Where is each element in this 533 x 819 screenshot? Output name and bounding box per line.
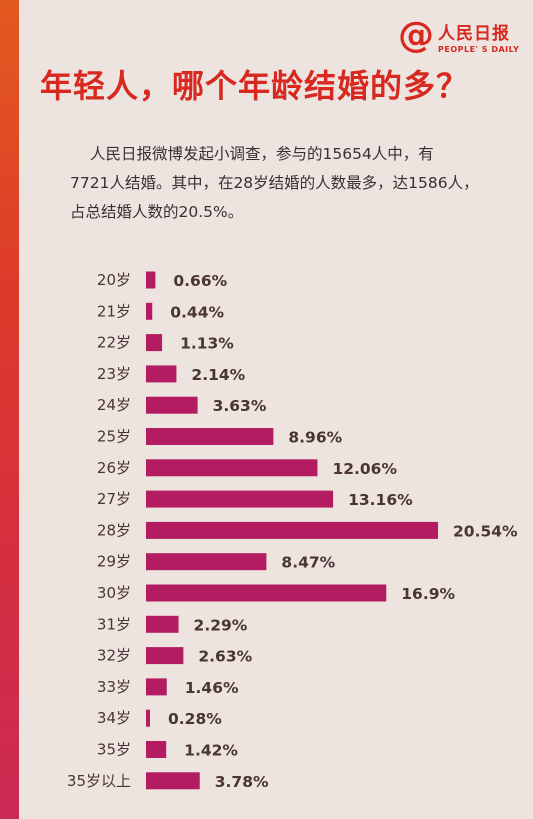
people-daily-logo: @ 人民日报 PEOPLE' S DAILY	[398, 16, 520, 60]
bar	[146, 553, 267, 571]
bar	[146, 772, 200, 790]
category-label: 20岁	[97, 271, 131, 289]
bar	[146, 678, 167, 696]
category-label: 29岁	[97, 553, 131, 571]
category-label: 28岁	[97, 521, 131, 539]
value-label: 1.42%	[184, 742, 238, 760]
bar	[146, 741, 167, 758]
value-label: 2.14%	[191, 366, 245, 384]
value-label: 0.28%	[168, 710, 222, 728]
value-label: 16.9%	[401, 585, 455, 603]
left-accent-stripe	[0, 0, 19, 819]
logo-subtitle: PEOPLE' S DAILY	[438, 45, 520, 54]
category-label: 22岁	[97, 334, 131, 352]
bar	[146, 365, 177, 383]
value-label: 8.47%	[281, 554, 335, 572]
category-label: 25岁	[97, 428, 131, 446]
category-label: 30岁	[97, 584, 131, 602]
at-logo-icon: @	[398, 15, 434, 56]
value-label: 1.13%	[180, 335, 234, 353]
value-label: 0.66%	[173, 272, 227, 290]
intro-paragraph: 人民日报微博发起小调查，参与的15654人中，有 7721人结婚。其中，在28岁…	[70, 140, 510, 227]
value-label: 2.63%	[198, 648, 252, 666]
bar	[146, 709, 150, 727]
bar	[146, 521, 438, 539]
bar	[146, 615, 179, 633]
value-label: 20.54%	[453, 522, 518, 540]
age-bar-chart: 20岁 0.66% 21岁 0.44% 22岁 1.13% 23岁 2.14% 24岁 3.63%…	[67, 271, 518, 791]
intro-line: 7721人结婚。其中，在28岁结婚的人数最多，达1586人，	[70, 174, 479, 192]
category-label: 35岁以上	[67, 772, 131, 790]
value-label: 13.16%	[348, 491, 413, 509]
page-title: 年轻人，哪个年龄结婚的多？	[40, 67, 470, 105]
category-label: 23岁	[97, 365, 131, 383]
category-label: 27岁	[97, 490, 131, 508]
value-label: 3.63%	[213, 397, 267, 415]
category-label: 32岁	[97, 647, 131, 665]
category-label: 24岁	[97, 396, 131, 414]
value-label: 0.44%	[170, 303, 224, 321]
value-label: 1.46%	[185, 679, 239, 697]
intro-line: 人民日报微博发起小调查，参与的15654人中，有	[90, 145, 434, 163]
bar	[146, 302, 153, 320]
bar	[146, 271, 156, 289]
value-label: 3.78%	[215, 773, 269, 791]
intro-line: 占总结婚人数的20.5%。	[70, 203, 244, 221]
bar	[146, 428, 274, 445]
bar	[146, 490, 334, 508]
category-label: 21岁	[97, 302, 131, 320]
bar	[146, 647, 184, 665]
bar	[146, 396, 198, 414]
value-label: 2.29%	[194, 616, 248, 634]
category-label: 26岁	[97, 459, 131, 477]
value-label: 8.96%	[288, 429, 342, 447]
value-label: 12.06%	[332, 460, 397, 478]
category-label: 34岁	[97, 709, 131, 727]
logo-name: 人民日报	[438, 24, 510, 44]
category-label: 33岁	[97, 678, 131, 696]
bar	[146, 334, 163, 352]
category-label: 35岁	[97, 741, 131, 759]
bar	[146, 459, 318, 477]
bar	[146, 584, 387, 602]
category-label: 31岁	[97, 615, 131, 633]
